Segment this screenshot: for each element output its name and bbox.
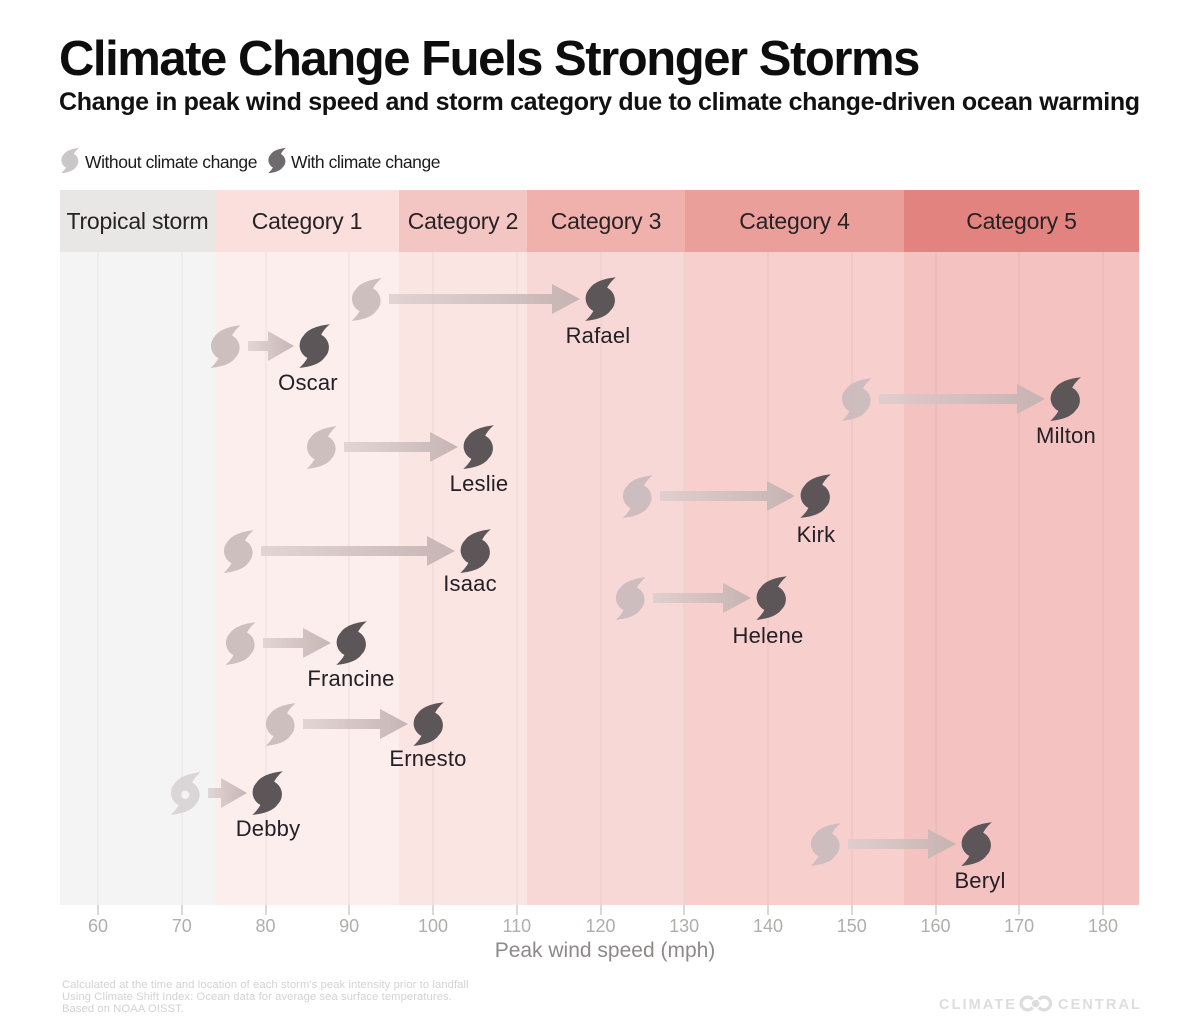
svg-text:CENTRAL: CENTRAL [1058,997,1142,1013]
svg-text:CLIMATE: CLIMATE [939,997,1017,1013]
